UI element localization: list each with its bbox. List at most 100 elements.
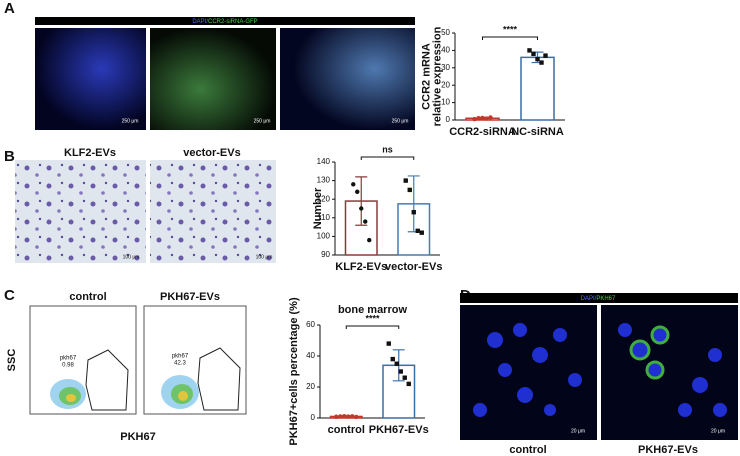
axis-label: SSC <box>6 349 18 372</box>
x-tick-label: KLF2-EVs <box>335 261 387 273</box>
data-point <box>411 210 416 215</box>
y-tick-label: 40 <box>306 351 315 360</box>
data-point <box>484 116 489 121</box>
flow-plot: pkh67 0.98 <box>29 305 137 415</box>
bar <box>520 56 555 121</box>
y-tick-label: 20 <box>441 80 450 89</box>
image-label: vector-EVs <box>183 147 240 159</box>
y-tick-label: 60 <box>306 320 315 329</box>
data-point <box>419 230 424 235</box>
image-label: PKH67-EVs <box>638 444 698 456</box>
significance-label: **** <box>503 24 518 34</box>
header-bar <box>35 17 415 25</box>
data-point <box>407 187 412 193</box>
data-point <box>476 116 481 121</box>
y-tick-label: 140 <box>317 157 331 166</box>
panel-label: A <box>4 0 15 17</box>
scale-bar: 100 μm <box>123 254 140 260</box>
axis-label: PKH67 <box>120 431 155 443</box>
y-axis-label: relative expression <box>431 26 443 126</box>
x-tick-label: control <box>328 424 365 436</box>
y-tick-label: 0 <box>446 115 451 124</box>
y-tick-label: 130 <box>317 176 331 185</box>
significance-label: **** <box>365 313 380 323</box>
plot-title: PKH67-EVs <box>160 291 220 303</box>
data-point <box>351 182 356 187</box>
image-label: control <box>509 444 546 456</box>
data-point <box>390 356 395 362</box>
data-point <box>350 414 355 419</box>
y-tick-label: 120 <box>317 194 331 203</box>
y-tick-label: 100 <box>317 232 331 241</box>
significance-label: ns <box>382 144 393 154</box>
gate-value: 42.3 <box>174 361 186 367</box>
x-tick-label: CCR2-siRNA <box>449 126 516 138</box>
data-point <box>402 375 407 380</box>
y-tick-label: 30 <box>441 63 450 72</box>
data-point <box>334 414 339 419</box>
image-title: DAPI/PKH67 <box>581 296 616 302</box>
scale-bar: 250 μm <box>122 118 139 124</box>
gate-name: pkh67 <box>172 354 189 360</box>
scale-bar: 250 μm <box>254 118 271 124</box>
error-bar <box>355 176 368 226</box>
data-point <box>386 341 391 346</box>
x-tick-label: vector-EVs <box>385 261 442 273</box>
scale-bar: 250 μm <box>392 118 409 124</box>
micrograph <box>150 28 276 130</box>
title-part: CCR2-siRNA-GFP <box>208 19 258 25</box>
micrograph <box>35 28 146 130</box>
image-title: DAPI/CCR2-siRNA-GFP <box>192 19 257 25</box>
panel-label: C <box>4 287 15 304</box>
data-point <box>359 206 364 211</box>
data-point <box>480 115 485 121</box>
y-tick-label: 40 <box>441 46 450 55</box>
flow-plot: pkh67 42.3 <box>143 305 247 415</box>
data-point <box>355 189 360 194</box>
significance-bracket <box>345 325 400 329</box>
scale-bar: 20 μm <box>571 428 585 434</box>
nuclei <box>473 323 727 417</box>
data-point <box>342 413 347 419</box>
plot-title: control <box>69 291 106 303</box>
scale-bar: 100 μm <box>256 254 273 260</box>
title-part: PKH67 <box>596 296 616 302</box>
y-tick-label: 50 <box>441 28 450 37</box>
significance-bracket <box>360 156 415 160</box>
micrograph <box>150 160 276 263</box>
panel-label: B <box>4 148 15 165</box>
data-point <box>543 53 548 58</box>
y-tick-label: 90 <box>321 250 330 259</box>
data-point <box>539 60 544 65</box>
image-label: KLF2-EVs <box>64 147 116 159</box>
data-point <box>346 414 351 419</box>
micrograph <box>280 28 415 130</box>
data-point <box>472 116 477 122</box>
y-tick-label: 20 <box>306 382 315 391</box>
data-point <box>354 414 359 420</box>
data-point <box>398 369 403 374</box>
y-axis-label: CCR2 mRNA <box>420 43 432 110</box>
chart-title: bone marrow <box>338 304 408 316</box>
y-axis-label: Number <box>312 187 324 229</box>
data-point <box>488 115 493 120</box>
title-part: DAPI/ <box>581 296 597 302</box>
x-tick-label: NC-siRNA <box>511 126 564 138</box>
data-point <box>415 228 420 234</box>
data-point <box>527 48 532 53</box>
micrograph <box>460 305 597 440</box>
title-part: DAPI/ <box>192 19 208 25</box>
y-tick-label: 0 <box>311 413 316 422</box>
x-tick-label: PKH67-EVs <box>369 424 429 436</box>
data-point <box>338 414 343 419</box>
data-point <box>403 178 408 183</box>
micrograph <box>15 160 146 263</box>
y-tick-label: 110 <box>317 213 330 222</box>
data-point <box>406 381 411 387</box>
data-point <box>363 219 368 224</box>
data-point <box>367 237 372 243</box>
scale-bar: 20 μm <box>711 428 725 434</box>
header-bar <box>460 293 738 303</box>
